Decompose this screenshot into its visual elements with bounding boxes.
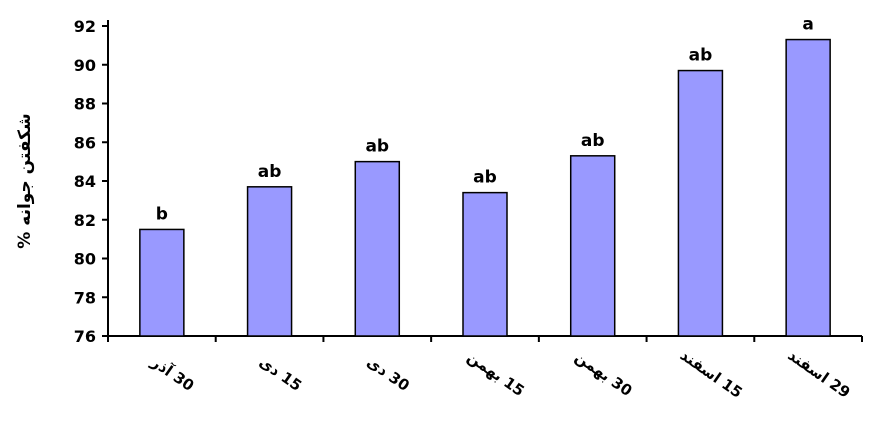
y-axis-label: % شکفتن جوانه	[15, 113, 35, 248]
bar	[677, 69, 724, 337]
bar	[354, 160, 401, 337]
bar-significance-label: a	[802, 15, 813, 35]
bar	[462, 191, 508, 337]
y-tick-label: 80	[74, 250, 96, 269]
bar-significance-label: ab	[473, 168, 497, 188]
bar	[785, 38, 831, 337]
bar-significance-label: ab	[581, 131, 605, 151]
y-axis-label-group: % شکفتن جوانه	[15, 113, 35, 248]
x-tick-label: 29 اسفند	[785, 346, 854, 402]
bar	[246, 186, 293, 337]
x-tick-label: 15 اسفند	[677, 346, 746, 402]
bar-labels: b ab ab ab ab ab a	[156, 15, 814, 225]
x-tick-label: 30 دی	[364, 353, 413, 395]
bar-significance-label: b	[156, 204, 168, 224]
bars	[139, 38, 831, 337]
x-tick-label: 15 دی	[256, 353, 305, 395]
bar	[569, 155, 616, 337]
bar-significance-label: ab	[689, 46, 713, 66]
x-tick-labels: 30 آذر 15 دی 30 دی 15 بهمن 30 بهمن 15 اسفند 29…	[147, 346, 853, 402]
y-tick-label: 78	[74, 288, 96, 307]
y-tick-label: 88	[74, 95, 96, 114]
y-tick-labels: 76 78 80 82 84 86 88 90 92	[74, 17, 96, 346]
y-tick-label: 82	[74, 211, 96, 230]
y-tick-label: 84	[74, 172, 96, 191]
y-tick-label: 92	[74, 17, 96, 36]
x-tick-label: 30 آذر	[147, 352, 197, 395]
y-tick-label: 76	[74, 327, 96, 346]
y-tick-label: 90	[74, 56, 96, 75]
y-tick-label: 86	[74, 133, 96, 152]
x-tick-label: 15 بهمن	[464, 348, 528, 400]
bar	[139, 228, 185, 337]
bar-significance-label: ab	[365, 137, 389, 157]
bar-significance-label: ab	[258, 162, 282, 182]
x-tick-label: 30 بهمن	[572, 348, 636, 400]
